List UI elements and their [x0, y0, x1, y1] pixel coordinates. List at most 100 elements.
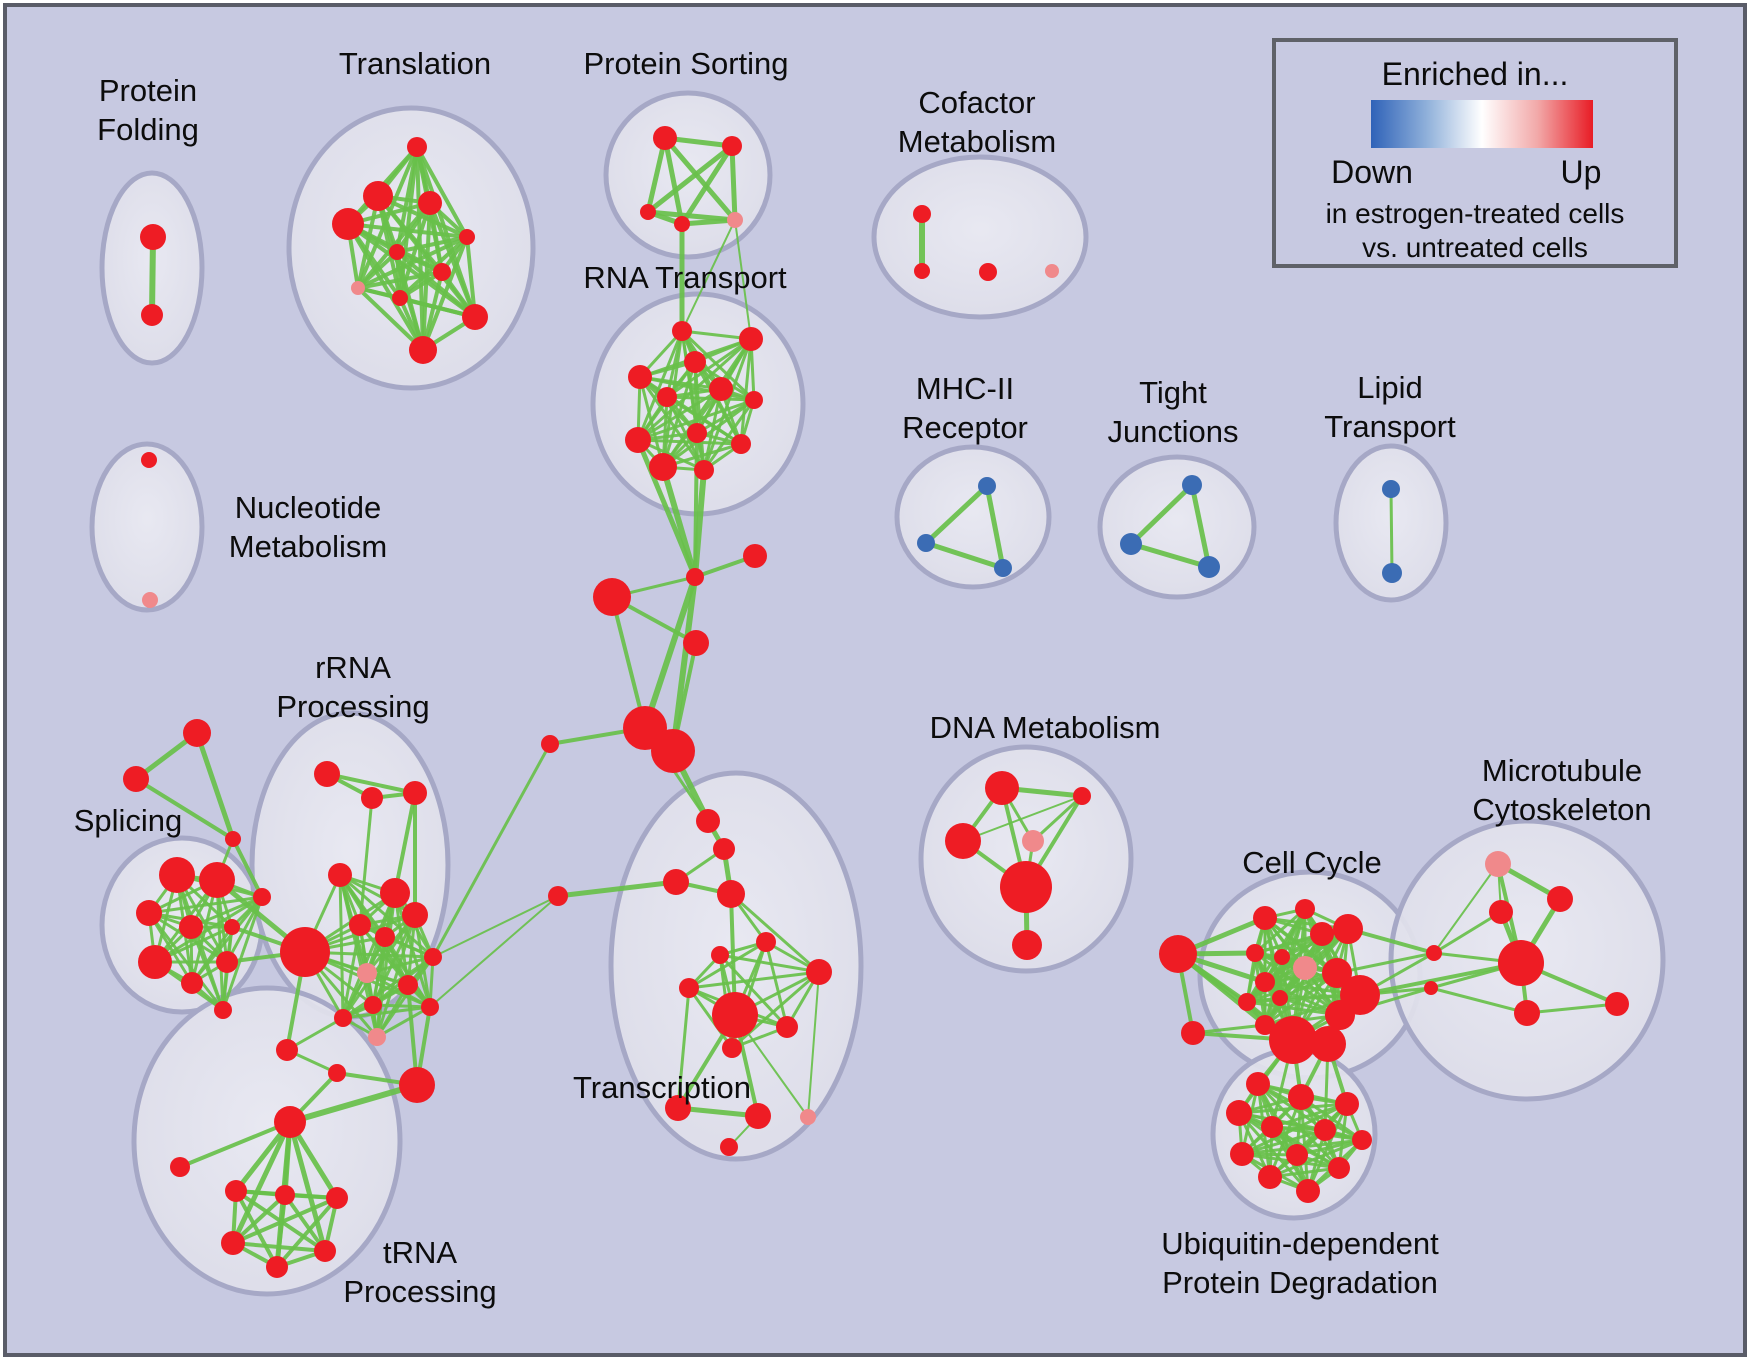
node-rr8 [402, 902, 428, 928]
cluster-label-cm-line1: Cofactor [918, 85, 1035, 120]
edge [923, 483, 990, 546]
cluster-label-tl-line1: Translation [339, 46, 491, 81]
node-tx13 [745, 1103, 771, 1129]
node-rr9 [424, 948, 442, 966]
node-ub11 [1258, 1165, 1282, 1189]
edge [341, 923, 362, 1020]
edge [194, 730, 236, 842]
edge [1432, 910, 1503, 955]
edge [341, 891, 397, 1020]
node-rt4 [628, 365, 652, 389]
node-cc4 [1333, 914, 1363, 944]
edge [393, 791, 417, 895]
edge [1358, 961, 1523, 997]
edge [287, 1082, 420, 1125]
edge [729, 143, 738, 223]
node-tx7 [711, 946, 729, 964]
node-ccB [1181, 1021, 1205, 1045]
node-rr2 [361, 787, 383, 809]
node-cc9 [1255, 972, 1275, 992]
edge [679, 143, 735, 227]
edge [432, 895, 559, 958]
cluster-label-mt-line1: Microtubule [1482, 753, 1642, 788]
edge [341, 913, 417, 1020]
node-rt5 [709, 377, 733, 401]
edge [764, 940, 789, 1029]
edge [660, 464, 698, 580]
node-mt3 [1489, 900, 1513, 924]
node-ub5 [1261, 1116, 1283, 1138]
node-tx11 [722, 1038, 742, 1058]
node-mtc2 [1424, 981, 1438, 995]
edge [1031, 794, 1084, 843]
node-pf1 [140, 224, 166, 250]
edge [962, 795, 1083, 842]
node-cc14 [1340, 975, 1380, 1015]
node-lt2 [1382, 563, 1402, 583]
edge [283, 1193, 327, 1253]
edge [1389, 487, 1394, 575]
node-cc13 [1255, 1015, 1275, 1035]
edge [190, 895, 264, 985]
cluster-ellipse-mh [894, 444, 1052, 590]
node-cm2 [914, 263, 930, 279]
node-rt2 [739, 327, 763, 351]
edge [275, 1193, 287, 1269]
edge [230, 1119, 293, 1246]
edge [234, 1189, 279, 1269]
cluster-label-ps-line1: Protein Sorting [583, 46, 788, 81]
edge [1128, 541, 1212, 570]
node-tn2 [275, 1185, 295, 1205]
figure-canvas: Protein Folding Translation Protein Sorting… [3, 3, 1747, 1357]
edge [395, 250, 477, 319]
edge [346, 222, 425, 352]
edge [356, 286, 425, 352]
cluster-label-tx-line1: Transcription [573, 1070, 751, 1105]
node-cc8 [1322, 958, 1352, 988]
edge [375, 1005, 432, 1039]
node-rt9 [625, 427, 651, 453]
edge [153, 895, 264, 964]
node-sp5 [224, 919, 240, 935]
edge [1433, 863, 1499, 954]
node-cm3 [979, 263, 997, 281]
edge [225, 895, 264, 964]
edge [636, 398, 756, 442]
node-mt4 [1498, 940, 1544, 986]
edge [375, 913, 417, 1039]
node-rr13 [421, 998, 439, 1016]
edge [431, 742, 552, 959]
edge [287, 1119, 328, 1254]
node-tl9 [392, 290, 408, 306]
node-st2 [123, 766, 149, 792]
edge [645, 135, 668, 215]
node-tx14 [800, 1109, 816, 1125]
node-rt3 [684, 351, 706, 373]
node-cc11 [1272, 990, 1288, 1006]
edge [675, 1105, 761, 1119]
node-tj3 [1198, 556, 1220, 578]
node-ub6 [1314, 1119, 1336, 1141]
node-j1 [686, 568, 704, 586]
node-sp8 [181, 972, 203, 994]
edge [365, 955, 435, 975]
node-dm1 [985, 771, 1019, 805]
node-cc10 [1238, 993, 1256, 1011]
edge [221, 895, 264, 1012]
node-rt12 [694, 460, 714, 480]
node-tl3 [418, 191, 442, 215]
node-ub3 [1335, 1092, 1359, 1116]
node-ps3 [640, 204, 656, 220]
cluster-label-cc-line1: Cell Cycle [1242, 845, 1382, 880]
node-tn6 [266, 1256, 288, 1278]
edge [638, 375, 756, 402]
edge [356, 194, 380, 290]
edge [134, 777, 235, 841]
node-sp7 [138, 945, 172, 979]
cluster-label-rt-line1: RNA Transport [583, 260, 787, 295]
cluster-ellipse-cm [871, 154, 1089, 320]
node-tx10 [776, 1016, 798, 1038]
node-cc2 [1295, 899, 1315, 919]
cluster-label-tj-line1: Tight [1139, 375, 1207, 410]
node-nm1 [141, 452, 157, 468]
